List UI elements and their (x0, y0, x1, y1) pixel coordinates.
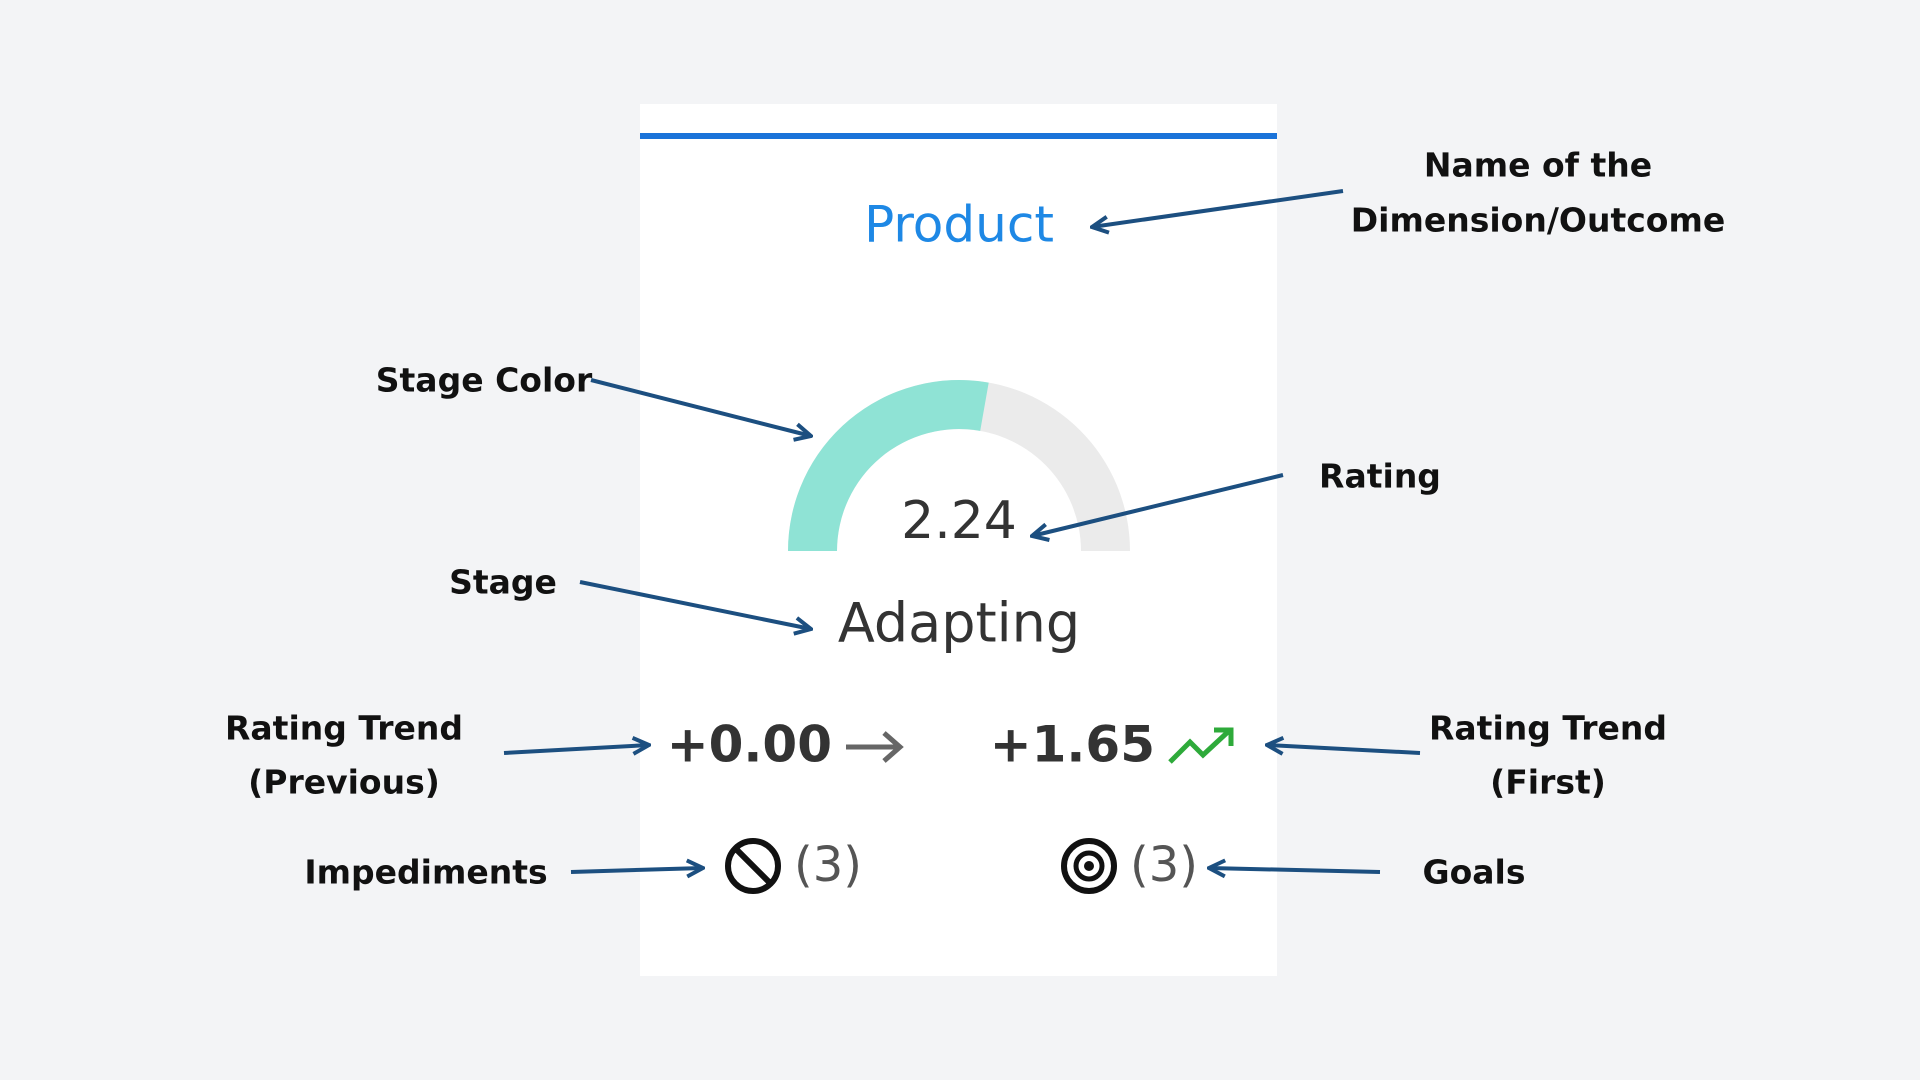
impediments-count: (3) (794, 837, 862, 893)
annotation-label: Name of the (1424, 146, 1652, 185)
annotation-label: (First) (1490, 763, 1606, 802)
annotation-arrow (579, 580, 811, 629)
stage: Adapting (838, 592, 1080, 655)
goals-icon (1061, 838, 1117, 894)
annotation-arrow (590, 378, 811, 436)
annotation-label: Rating Trend (1429, 709, 1667, 748)
trend-flat-icon (846, 731, 904, 763)
annotation-label: Rating Trend (225, 709, 463, 748)
annotation-arrow (1092, 189, 1344, 227)
annotation-label: (Previous) (248, 763, 440, 802)
annotation-arrow (1209, 868, 1381, 872)
annotation-label: Rating (1319, 457, 1441, 496)
impediments-icon (725, 838, 781, 894)
card-body (640, 104, 1277, 976)
annotations: Name of the Dimension/Outcome Stage Colo… (225, 146, 1725, 892)
goals-count: (3) (1130, 837, 1198, 893)
annotation-arrow (1267, 745, 1421, 753)
annotation-label: Stage Color (376, 361, 593, 400)
card-accent (640, 133, 1277, 139)
annotation-label: Impediments (304, 853, 547, 892)
annotation-label: Goals (1423, 853, 1526, 892)
trend-previous: +0.00 (667, 716, 832, 774)
card-title: Product (864, 196, 1054, 254)
annotation-label: Stage (449, 563, 557, 602)
card: Product 2.24 Adapting +0.00 +1.65 (3) (3… (640, 104, 1277, 976)
trend-first: +1.65 (990, 716, 1155, 774)
annotation-label: Dimension/Outcome (1351, 201, 1725, 240)
trend-up-icon (1168, 727, 1234, 764)
annotation-arrow (503, 745, 649, 753)
annotation-arrow (1032, 473, 1284, 536)
annotation-arrow (570, 868, 703, 872)
gauge-fill (788, 380, 989, 551)
rating: 2.24 (901, 491, 1017, 551)
